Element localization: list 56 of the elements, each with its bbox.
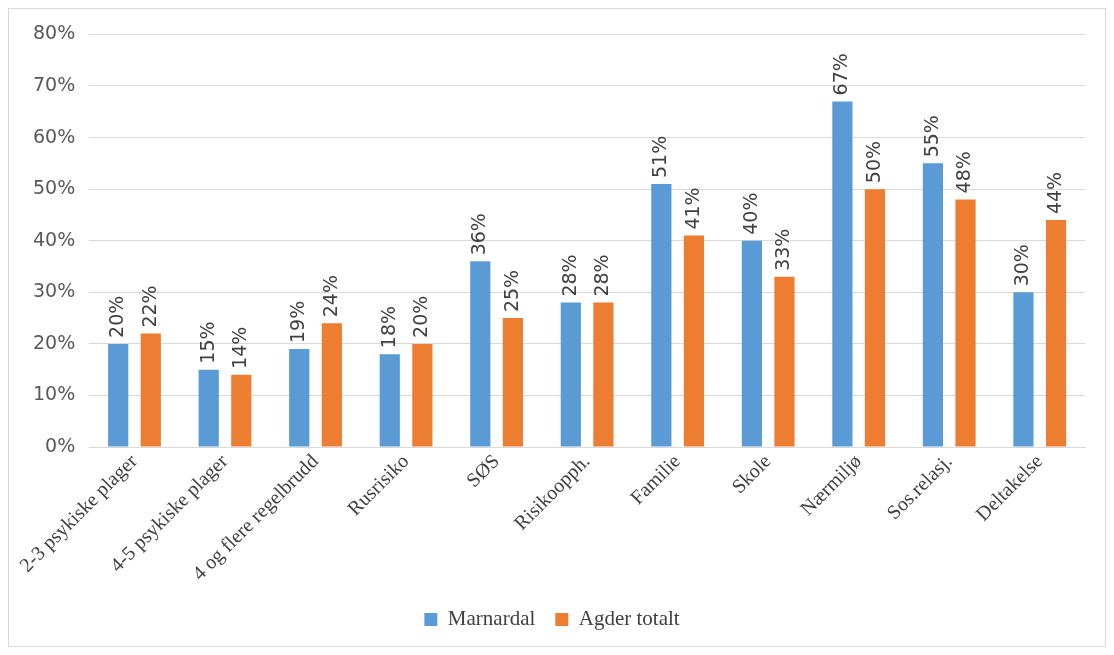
- data-label: 20%: [105, 295, 128, 338]
- data-label: 50%: [861, 140, 884, 184]
- bar: [198, 369, 219, 447]
- y-tick-label: 50%: [33, 176, 76, 199]
- data-label: 55%: [919, 115, 942, 158]
- bar: [922, 163, 944, 447]
- bar: [379, 354, 400, 447]
- data-label: 41%: [680, 187, 703, 230]
- bar: [741, 240, 762, 447]
- bar: [832, 101, 853, 447]
- x-tick-label: SØS: [461, 449, 504, 492]
- bar: [231, 374, 252, 447]
- bar: [289, 349, 310, 447]
- bar: [1045, 220, 1067, 447]
- bar: [651, 183, 672, 447]
- data-label: 28%: [590, 254, 613, 297]
- bar: [774, 276, 795, 447]
- y-tick-label: 30%: [33, 279, 76, 302]
- y-tick-label: 80%: [33, 21, 76, 44]
- bar: [321, 323, 342, 447]
- data-label: 14%: [228, 326, 251, 369]
- bar: [560, 302, 581, 447]
- bar: [955, 199, 976, 447]
- legend-label: Agder totalt: [578, 606, 680, 631]
- y-tick-label: 70%: [33, 72, 76, 95]
- y-tick-label: 10%: [33, 382, 76, 405]
- bar: [1013, 292, 1034, 447]
- bar: [502, 318, 523, 447]
- data-label: 25%: [499, 269, 522, 313]
- bar: [412, 343, 433, 447]
- y-tick-label: 60%: [33, 124, 76, 147]
- data-label: 20%: [409, 295, 432, 338]
- data-label: 30%: [1010, 244, 1033, 287]
- data-label: 33%: [771, 228, 794, 271]
- y-tick-label: 40%: [33, 227, 76, 250]
- bar: [108, 343, 129, 447]
- data-label: 44%: [1042, 171, 1065, 215]
- data-label: 48%: [952, 151, 975, 194]
- bar: [470, 261, 491, 447]
- bar: [864, 189, 886, 447]
- data-label: 24%: [318, 275, 341, 318]
- data-label: 15%: [195, 321, 218, 364]
- bar: [683, 235, 705, 447]
- y-tick-label: 20%: [33, 330, 76, 353]
- data-label: 22%: [137, 285, 160, 328]
- data-label: 28%: [557, 254, 580, 297]
- bar: [593, 302, 614, 447]
- y-tick-label: 0%: [45, 433, 76, 456]
- data-label: 51%: [648, 135, 671, 178]
- bar: [140, 333, 161, 447]
- data-label: 67%: [829, 53, 852, 96]
- data-label: 18%: [376, 305, 399, 349]
- data-label: 19%: [286, 300, 309, 344]
- data-label: 40%: [738, 192, 761, 235]
- data-label: 36%: [467, 213, 490, 256]
- legend-label: Marnardal: [447, 606, 536, 631]
